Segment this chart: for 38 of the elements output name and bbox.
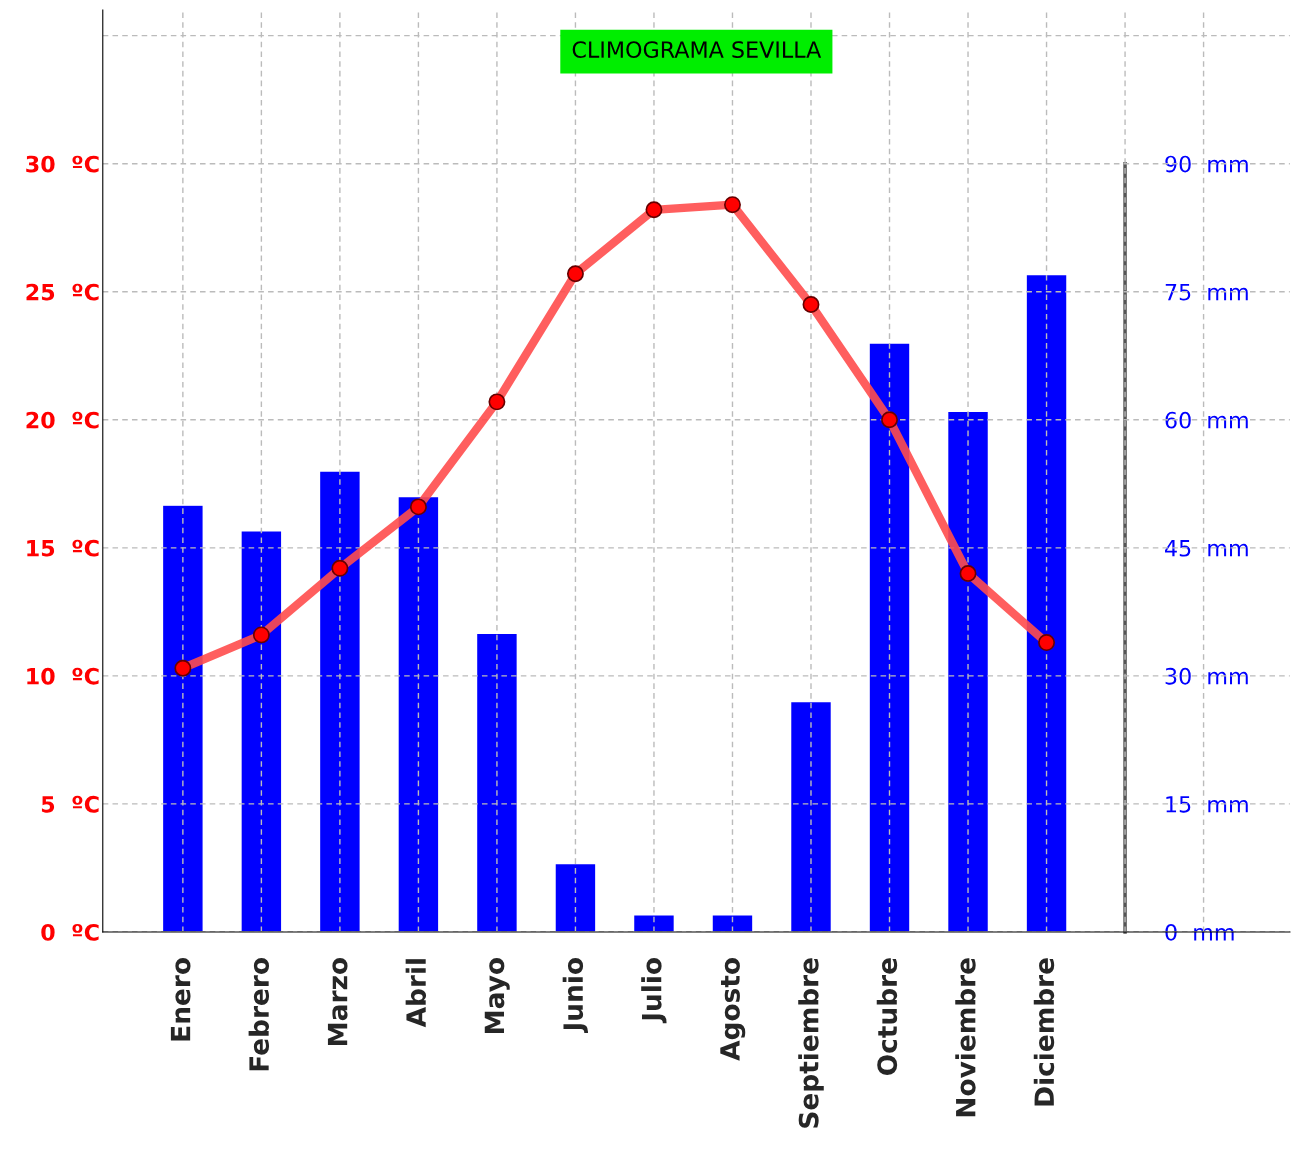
bar (397, 495, 440, 932)
y2-tick-label: 30 mm (1165, 667, 1248, 685)
bar (240, 530, 283, 932)
y-tick-label: 15 ºC (27, 539, 99, 557)
x-tick-label: Julio (641, 958, 667, 1024)
x-tick-label: Febrero (248, 958, 270, 1071)
x-tick-label: Diciembre (1033, 958, 1055, 1106)
text: CLIMOGRAMA SEVILLA (572, 41, 822, 58)
x-tick-label: Junio (562, 958, 589, 1034)
y-tick-label: 25 ºC (26, 283, 99, 301)
y2-tick-label: 75 mm (1165, 283, 1248, 301)
y-tick-label: 10 ºC (27, 667, 99, 685)
bar (475, 632, 519, 932)
bar (789, 700, 833, 932)
y-tick-label: 5 ºC (41, 795, 99, 813)
y2-tick-label: 60 mm (1165, 411, 1248, 429)
y2-tick-label: 15 mm (1166, 796, 1248, 813)
bar (711, 914, 754, 932)
bar (632, 914, 676, 932)
x-tick-label: Abril (405, 959, 427, 1028)
bar (318, 470, 362, 932)
y-tick-label: 0 ºC (41, 923, 99, 941)
bar (554, 862, 597, 932)
x-tick-label: Noviembre (955, 958, 976, 1117)
bar (946, 410, 990, 932)
y2-tick-label: 45 mm (1165, 540, 1248, 557)
bar (161, 504, 204, 932)
x-tick-label: Octubre (876, 958, 898, 1075)
x-tick-label: Enero (170, 958, 191, 1041)
bar (1025, 273, 1068, 932)
x-tick-label: Marzo (327, 958, 348, 1046)
y-tick-label: 20 ºC (26, 411, 99, 429)
x-tick-label: Agosto (720, 958, 746, 1061)
y2-tick-label: 90 mm (1165, 155, 1248, 173)
y-tick-label: 30 ºC (26, 155, 99, 173)
bar (868, 342, 911, 932)
x-tick-label: Septiembre (798, 958, 824, 1128)
x-tick-label: Mayo (484, 958, 510, 1034)
